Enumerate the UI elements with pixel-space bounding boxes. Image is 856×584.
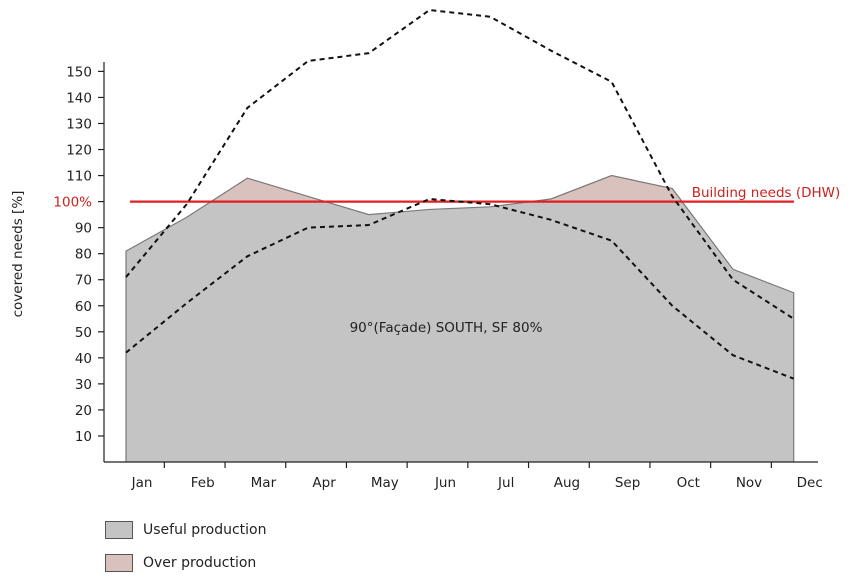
x-tick-label: Aug xyxy=(554,475,580,491)
lines-layer xyxy=(125,8,795,380)
y-tick-label: 120 xyxy=(66,143,92,159)
y-tick-label: 140 xyxy=(66,90,92,106)
chart-annotation: 90°(Façade) SOUTH, SF 80% xyxy=(350,320,543,336)
y-tick-label: 110 xyxy=(66,169,92,185)
chart: 10 20 30 40 50 60 70 80 90 110 120 130 140 150 100% Jan… xyxy=(10,8,841,491)
x-tick-label: Mar xyxy=(251,475,277,491)
legend-label-over: Over production xyxy=(143,555,257,571)
y-tick-label: 60 xyxy=(75,299,92,315)
y-tick-label-reference: 100% xyxy=(53,195,92,211)
x-tick-label: Oct xyxy=(677,475,700,491)
over-production-area xyxy=(210,175,683,202)
y-tick-label: 70 xyxy=(75,273,92,289)
x-tick-label: Jul xyxy=(497,475,514,491)
production-outline xyxy=(125,174,795,462)
legend-item-useful: Useful production xyxy=(105,518,266,542)
dashed-line-upper xyxy=(125,8,795,320)
legend-swatch-useful xyxy=(105,521,133,539)
y-tick-label: 50 xyxy=(75,325,92,341)
legend-label-useful: Useful production xyxy=(143,522,267,538)
y-tick-label: 30 xyxy=(75,377,92,393)
axes-layer: 10 20 30 40 50 60 70 80 90 110 120 130 140 150 100% Jan… xyxy=(53,62,823,491)
x-tick-label: May xyxy=(371,475,399,491)
dashed-line-lower xyxy=(125,197,795,380)
x-tick-label: Jan xyxy=(131,475,153,491)
areas-layer xyxy=(125,174,795,462)
x-tick-label: Sep xyxy=(615,475,640,491)
legend-item-over: Over production xyxy=(105,551,266,575)
y-tick-label: 90 xyxy=(75,221,92,237)
x-tick-label: Apr xyxy=(312,475,336,491)
y-tick-label: 20 xyxy=(75,403,92,419)
y-tick-label: 130 xyxy=(66,116,92,132)
y-axis-label: covered needs [%] xyxy=(10,191,26,318)
x-tick-label: Nov xyxy=(736,475,762,491)
y-tick-label: 40 xyxy=(75,351,92,367)
y-tick-label: 10 xyxy=(75,429,92,445)
useful-production-area xyxy=(126,201,794,462)
x-tick-label: Dec xyxy=(797,475,823,491)
y-tick-label: 80 xyxy=(75,247,92,263)
legend-swatch-over xyxy=(105,554,133,572)
reference-line-label: Building needs (DHW) xyxy=(692,185,841,201)
legend: Useful production Over production xyxy=(105,518,266,584)
y-tick-label: 150 xyxy=(66,64,92,80)
x-tick-label: Feb xyxy=(191,475,215,491)
x-tick-label: Jun xyxy=(434,475,456,491)
